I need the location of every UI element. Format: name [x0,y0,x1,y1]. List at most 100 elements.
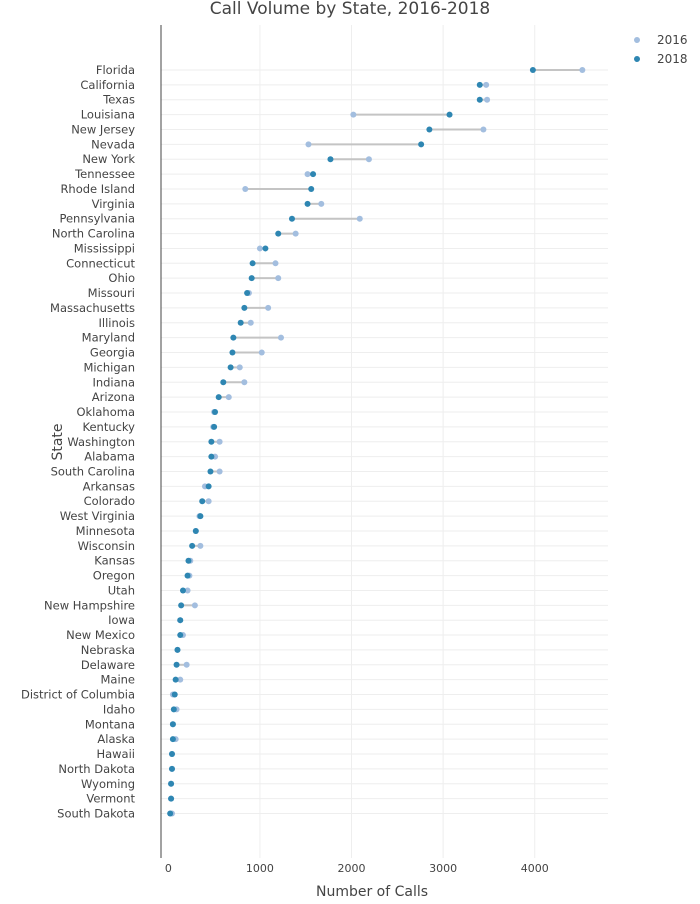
point-2018 [184,572,191,579]
point-2018 [262,245,269,252]
point-2018 [171,691,178,698]
point-2018 [208,438,215,445]
point-2016 [365,156,372,163]
point-2018 [167,810,174,817]
point-2018 [476,81,483,88]
state-label: West Virginia [60,509,135,523]
state-label: Florida [96,63,135,77]
state-label: Rhode Island [60,182,135,196]
point-2016 [318,200,325,207]
point-2018 [288,215,295,222]
point-2016 [216,438,223,445]
state-label: Nevada [91,137,135,151]
state-label: Kentucky [82,420,135,434]
legend-marker [634,56,640,62]
state-label: Virginia [92,197,135,211]
point-2018 [168,795,175,802]
state-label: Pennsylvania [59,212,135,226]
point-2018 [173,661,180,668]
state-label: Vermont [86,792,135,806]
state-label: California [80,78,135,92]
point-2018 [199,498,206,505]
point-2018 [168,765,175,772]
state-label: Idaho [103,702,135,716]
point-layer [167,67,586,817]
state-label: Washington [67,435,135,449]
point-2018 [177,617,184,624]
point-2016 [205,498,212,505]
state-label: New Jersey [71,122,135,136]
state-label: Kansas [94,554,135,568]
state-label: South Dakota [57,807,135,821]
state-label: Louisiana [81,108,135,122]
point-2018 [174,646,181,653]
point-2018 [168,751,175,758]
point-2018 [418,141,425,148]
point-2016 [197,542,204,549]
point-2018 [529,67,536,73]
state-label: Connecticut [66,256,135,270]
point-2018 [189,542,196,549]
state-label: Maryland [82,331,135,345]
state-label: North Carolina [52,227,135,241]
x-tick-label: 1000 [246,862,274,875]
point-2016 [356,215,363,222]
state-label: New York [82,152,135,166]
point-2018 [177,632,184,639]
point-2018 [212,409,219,416]
point-2018 [248,275,255,282]
point-2016 [304,171,311,178]
point-2018 [244,290,251,297]
point-2016 [191,602,198,609]
state-label: Arkansas [83,479,135,493]
state-label: Georgia [90,346,135,360]
y-axis-label: State [50,423,66,460]
point-2016 [483,81,490,88]
point-2018 [275,230,282,237]
state-label: Alabama [84,450,135,464]
point-2016 [579,67,586,73]
state-label: Minnesota [76,524,135,538]
legend: 2016 2018 [634,33,688,66]
point-2018 [192,527,199,534]
legend-label: 2018 [657,52,688,66]
point-2016 [265,304,272,311]
state-label: Wyoming [81,777,135,791]
point-2016 [184,587,191,594]
point-2016 [277,334,284,341]
point-2018 [207,468,214,475]
state-label: Wisconsin [78,539,135,553]
state-label: Montana [85,717,135,731]
state-label: Oklahoma [76,405,135,419]
point-2016 [183,661,190,668]
point-2018 [208,453,215,460]
point-2018 [249,260,256,267]
point-2018 [227,364,234,371]
point-2018 [178,602,185,609]
x-tick-layer: 0 1000 2000 3000 4000 [165,862,549,875]
state-label: Indiana [92,375,135,389]
point-2018 [205,483,212,490]
state-label: District of Columbia [21,688,135,702]
point-2016 [177,676,184,683]
state-label: Illinois [99,316,136,330]
legend-label: 2016 [657,33,688,47]
x-axis-label: Number of Calls [316,884,428,900]
point-2018 [327,156,334,163]
point-2018 [310,171,317,178]
point-2018 [446,111,453,118]
state-label: Arizona [92,390,135,404]
chart-title: Call Volume by State, 2016-2018 [210,0,491,19]
state-label: Tennessee [74,167,135,181]
state-label: Utah [108,583,135,597]
point-2018 [229,349,236,356]
point-2018 [241,304,248,311]
point-2018 [476,96,483,103]
grid-layer [161,25,608,858]
x-tick-label: 3000 [429,862,457,875]
point-2016 [258,349,265,356]
point-2018 [170,706,177,713]
point-2016 [256,245,263,252]
